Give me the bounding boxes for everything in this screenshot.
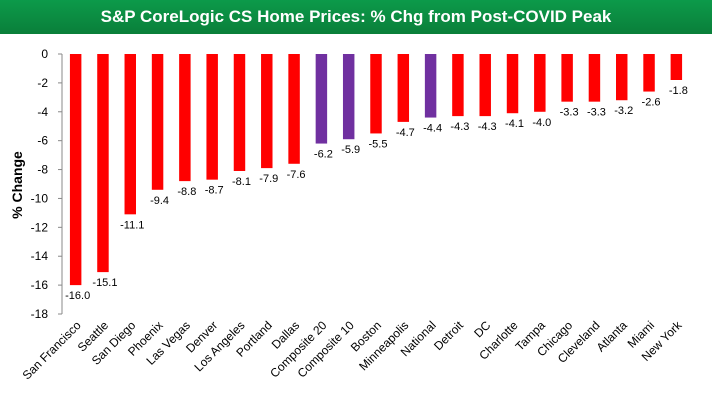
bar-san-francisco bbox=[69, 54, 82, 286]
y-tick-label: -2 bbox=[37, 76, 48, 90]
category-label: Detroit bbox=[431, 318, 466, 353]
bars bbox=[69, 54, 683, 286]
data-label: -7.9 bbox=[259, 173, 278, 185]
y-tick-label: -18 bbox=[31, 307, 49, 321]
data-label: -4.3 bbox=[478, 121, 497, 133]
y-tick-label: 0 bbox=[41, 47, 48, 61]
data-label: -4.1 bbox=[505, 118, 524, 130]
data-label: -15.1 bbox=[92, 277, 117, 289]
data-label: -7.6 bbox=[287, 169, 306, 181]
data-label: -4.4 bbox=[423, 123, 442, 135]
data-label: -2.6 bbox=[642, 97, 661, 109]
bar-detroit bbox=[452, 54, 464, 117]
bar-chicago bbox=[561, 54, 573, 102]
y-tick-label: -14 bbox=[31, 249, 49, 263]
data-label: -3.2 bbox=[614, 105, 633, 117]
data-label: -4.3 bbox=[450, 121, 469, 133]
data-label: -8.7 bbox=[205, 185, 224, 197]
bar-las-vegas bbox=[179, 54, 191, 182]
bar-new-york bbox=[670, 54, 683, 80]
bar-charlotte bbox=[506, 54, 519, 114]
y-tick-label: -4 bbox=[37, 105, 48, 119]
bar-dallas bbox=[288, 54, 300, 164]
bar-composite-10 bbox=[342, 54, 355, 140]
y-axis: 0 -2 -4 -6 -8 -10 -12 -14 -16 -18 bbox=[31, 47, 63, 321]
bar-composite-20 bbox=[315, 54, 328, 144]
bar-san-diego bbox=[124, 54, 136, 215]
y-tick-label: -12 bbox=[31, 220, 49, 234]
bar-tampa bbox=[534, 54, 546, 112]
data-label: -9.4 bbox=[150, 195, 169, 207]
bar-phoenix bbox=[151, 54, 164, 190]
y-tick-label: -8 bbox=[37, 163, 48, 177]
bar-denver bbox=[206, 54, 218, 180]
bar-los-angeles bbox=[233, 54, 246, 171]
data-label: -3.3 bbox=[560, 107, 579, 119]
bar-dc bbox=[479, 54, 491, 117]
category-label: San Francisco bbox=[20, 318, 84, 382]
data-label: -11.1 bbox=[120, 219, 144, 231]
bar-cleveland bbox=[588, 54, 601, 102]
data-label: -8.8 bbox=[177, 186, 196, 198]
bar-minneapolis bbox=[397, 54, 410, 122]
y-tick-label: -10 bbox=[31, 191, 49, 205]
bar-national bbox=[424, 54, 437, 118]
y-tick-label: -6 bbox=[37, 134, 48, 148]
category-label: DC bbox=[471, 318, 493, 340]
data-label: -4.7 bbox=[396, 127, 415, 139]
category-label: Atlanta bbox=[594, 318, 631, 355]
data-label: -3.3 bbox=[587, 107, 606, 119]
chart-title: S&P CoreLogic CS Home Prices: % Chg from… bbox=[0, 0, 712, 34]
bar-seattle bbox=[97, 54, 109, 273]
data-label: -16.0 bbox=[65, 290, 90, 302]
bar-miami bbox=[643, 54, 655, 92]
bar-boston bbox=[370, 54, 382, 134]
data-labels: -16.0-15.1-11.1-9.4-8.8 -8.7-8.1 -7.9 -7.6-… bbox=[65, 85, 688, 302]
bar-portland bbox=[261, 54, 273, 169]
data-label: -1.8 bbox=[669, 85, 688, 97]
y-axis-title: % Change bbox=[9, 151, 25, 219]
data-label: -6.2 bbox=[314, 149, 333, 161]
data-label: -8.1 bbox=[232, 176, 251, 188]
bar-atlanta bbox=[616, 54, 628, 101]
data-label: -4.0 bbox=[532, 117, 551, 129]
data-label: -5.9 bbox=[341, 144, 360, 156]
y-tick-label: -16 bbox=[31, 278, 49, 292]
data-label: -5.5 bbox=[369, 138, 388, 150]
